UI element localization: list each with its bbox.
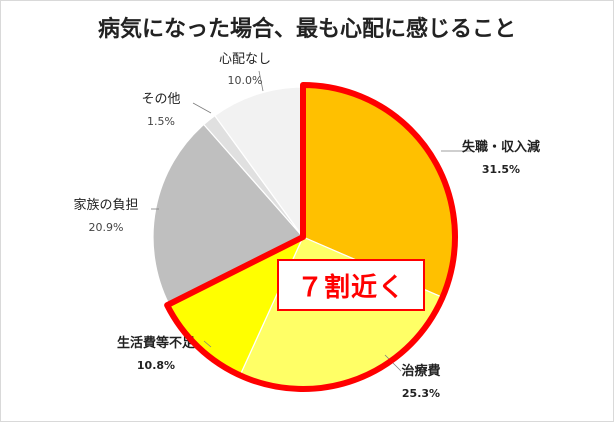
slice-value-label: 31.5%	[482, 163, 520, 176]
slice-label: 家族の負担	[73, 197, 138, 213]
slice-value-label: 10.8%	[137, 359, 175, 372]
highlight-outline	[164, 82, 458, 392]
slice-label: 治療費	[401, 363, 440, 379]
leader-line	[203, 340, 212, 348]
slice-value-label: 10.0%	[228, 74, 263, 87]
pie-slice	[152, 123, 304, 306]
pie-slice	[213, 86, 304, 239]
highlight-callout: ７割近く	[277, 259, 425, 311]
slice-value-label: 25.3%	[402, 387, 440, 400]
slice-value-label: 1.5%	[147, 115, 175, 128]
leader-line	[192, 102, 212, 114]
chart-title: 病気になった場合、最も心配に感じること	[97, 17, 516, 42]
slice-label: 生活費等不足	[117, 335, 196, 351]
slice-label: 心配なし	[219, 52, 271, 67]
slice-label: 失職・収入減	[462, 139, 540, 155]
slice-label: その他	[141, 92, 180, 107]
leader-line	[258, 70, 264, 92]
slice-value-label: 20.9%	[89, 221, 124, 234]
